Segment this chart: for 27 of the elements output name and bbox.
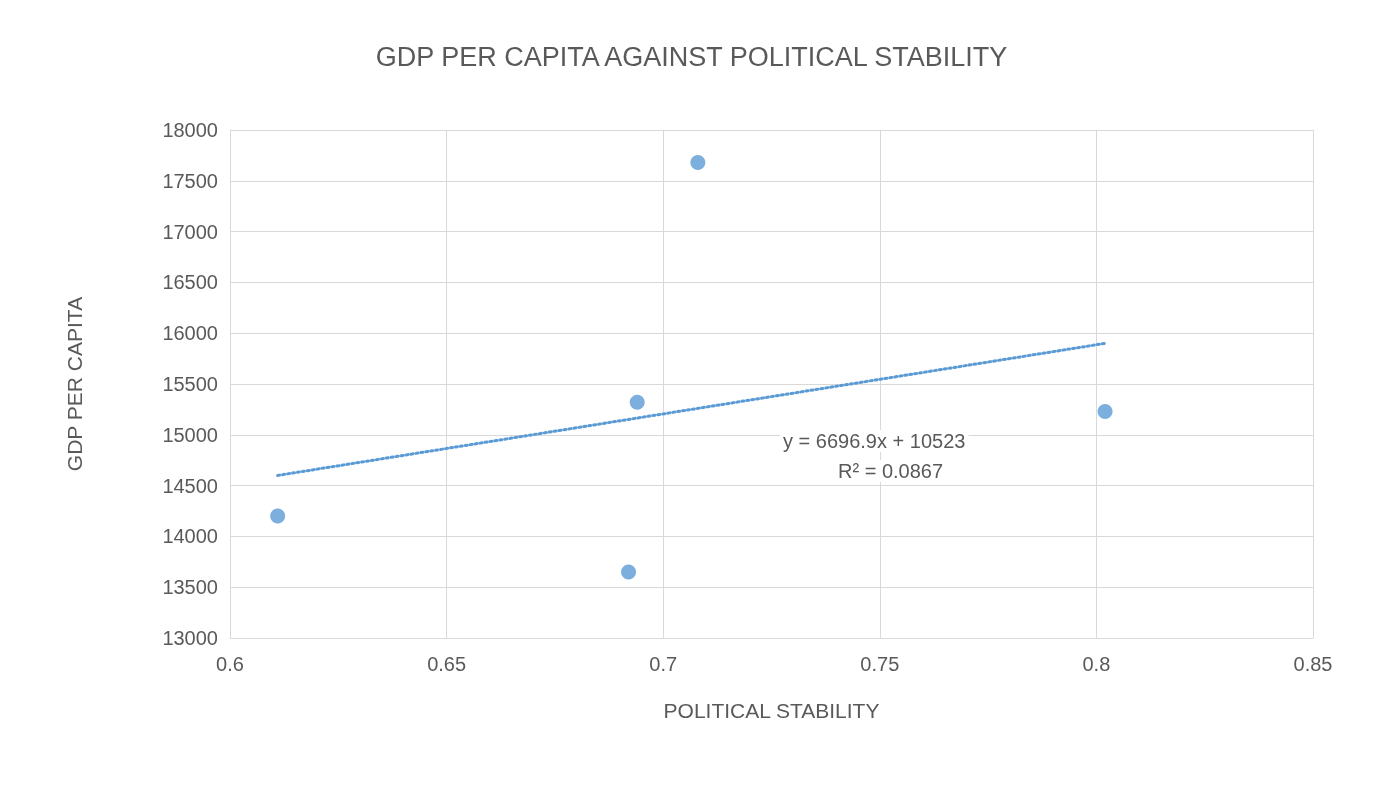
point <box>690 155 706 171</box>
x-tick-label: 0.65 <box>427 653 467 675</box>
x-tick-label: 0.75 <box>860 653 900 675</box>
x-tick-label: 0.85 <box>1293 653 1333 675</box>
y-tick-label: 13500 <box>162 576 218 599</box>
y-tick-label: 13000 <box>162 627 218 649</box>
y-tick-label: 14000 <box>162 525 218 548</box>
point <box>270 508 286 524</box>
x-axis-title: POLITICAL STABILITY <box>663 699 880 722</box>
chart-title: GDP PER CAPITA AGAINST POLITICAL STABILITY <box>375 41 1008 72</box>
annotation: y = 6696.9x + 10523 <box>783 430 966 452</box>
y-tick-label: 15500 <box>162 373 218 395</box>
y-tick-label: 16000 <box>162 322 218 345</box>
x-tick-label: 0.6 <box>216 653 244 675</box>
point <box>1097 403 1113 419</box>
y-tick-label: 14500 <box>162 474 218 497</box>
y-axis-title: GDP PER CAPITA <box>63 296 86 472</box>
y-tick-label: 17500 <box>162 169 218 192</box>
annotation: R² = 0.0867 <box>838 460 944 482</box>
y-tick-label: 18000 <box>162 119 218 141</box>
y-tick-label: 17000 <box>162 220 218 243</box>
x-tick-label: 0.8 <box>1082 653 1111 675</box>
y-tick-label: 16500 <box>162 271 218 294</box>
x-tick-label: 0.7 <box>649 653 678 675</box>
y-tick-label: 15000 <box>162 423 218 446</box>
point <box>629 394 645 410</box>
point <box>621 564 637 580</box>
